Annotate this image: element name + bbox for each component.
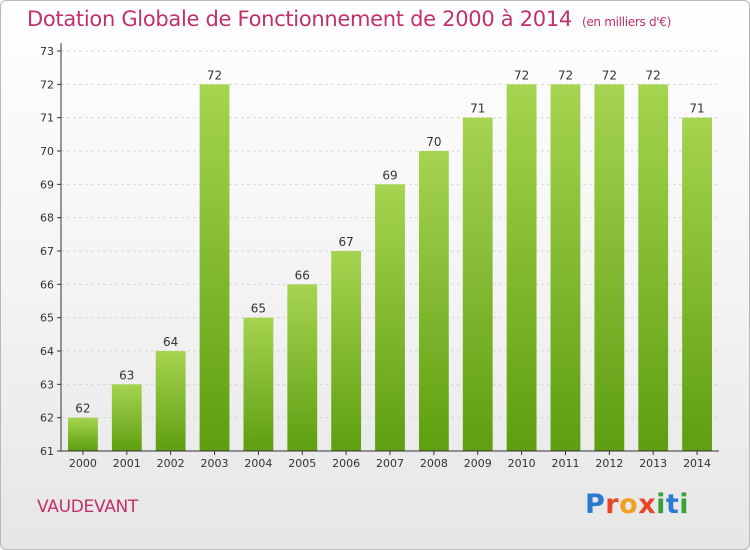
bar-2001 <box>111 384 142 451</box>
commune-name: VAUDEVANT <box>37 497 139 517</box>
bar-2012 <box>594 84 625 452</box>
y-tick-label: 64 <box>40 345 54 358</box>
bar-2010 <box>506 84 537 452</box>
logo-letter: i <box>656 489 666 520</box>
data-label: 72 <box>558 68 573 82</box>
data-label: 63 <box>119 368 134 382</box>
bars: 62 63 64 72 65 66 67 69 70 71 72 72 72 72 71 <box>68 68 712 452</box>
x-tick-label: 2009 <box>464 457 492 470</box>
bar-2000 <box>68 417 98 451</box>
y-tick-label: 70 <box>40 145 54 158</box>
data-label: 69 <box>382 168 397 182</box>
x-tick-label: 2011 <box>551 457 579 470</box>
logo-letter: r <box>605 489 620 520</box>
y-tick-label: 71 <box>40 112 54 125</box>
bar-2002 <box>155 351 186 451</box>
y-tick-label: 73 <box>40 45 54 58</box>
data-label: 72 <box>207 68 222 82</box>
data-label: 66 <box>295 268 310 282</box>
data-label: 72 <box>514 68 529 82</box>
x-tick-label: 2005 <box>288 457 316 470</box>
y-tick-label: 68 <box>40 212 54 225</box>
y-axis: 61 62 63 64 65 66 67 68 69 70 71 72 73 <box>40 43 62 458</box>
y-tick-label: 65 <box>40 312 54 325</box>
bar-2005 <box>287 284 318 451</box>
bar-2004 <box>243 317 274 451</box>
y-tick-label: 67 <box>40 245 54 258</box>
logo-letter: o <box>619 489 639 520</box>
x-tick-label: 2013 <box>639 457 667 470</box>
x-tick-label: 2000 <box>69 457 97 470</box>
logo-letter: x <box>638 489 657 520</box>
bar-2008 <box>418 151 449 451</box>
x-tick-label: 2014 <box>683 457 711 470</box>
y-tick-label: 61 <box>40 445 54 458</box>
x-tick-label: 2012 <box>595 457 623 470</box>
x-tick-label: 2001 <box>113 457 141 470</box>
bar-2006 <box>331 251 362 451</box>
logo-letter: i <box>679 489 690 520</box>
data-label: 62 <box>75 402 90 416</box>
data-label: 70 <box>426 135 441 149</box>
data-label: 71 <box>470 102 485 116</box>
data-label: 64 <box>163 335 178 349</box>
x-tick-label: 2006 <box>332 457 360 470</box>
data-label: 65 <box>251 302 266 316</box>
y-tick-label: 69 <box>40 178 54 191</box>
unit-label: (en milliers d'€) <box>581 15 671 29</box>
x-tick-label: 2008 <box>420 457 448 470</box>
y-tick-label: 62 <box>40 412 54 425</box>
x-tick-label: 2002 <box>157 457 185 470</box>
data-label: 72 <box>646 68 661 82</box>
x-tick-label: 2007 <box>376 457 404 470</box>
x-tick-label: 2003 <box>201 457 229 470</box>
y-tick-label: 63 <box>40 378 54 391</box>
x-axis: 2000 2001 2002 2003 2004 2005 2006 2007 2008 2009… <box>61 450 719 470</box>
x-tick-label: 2010 <box>508 457 536 470</box>
logo-letter: P <box>585 489 606 520</box>
bar-2009 <box>462 117 493 452</box>
x-tick-label: 2004 <box>244 457 272 470</box>
bar-2011 <box>550 84 581 452</box>
bar-2014 <box>682 117 712 452</box>
data-label: 72 <box>602 68 617 82</box>
bar-2007 <box>375 184 405 452</box>
y-tick-label: 72 <box>40 78 54 91</box>
bar-2013 <box>638 84 669 452</box>
chart-title: Dotation Globale de Fonctionnement de 20… <box>27 7 671 31</box>
proxiti-logo: Proxiti <box>585 489 689 520</box>
data-label: 67 <box>338 235 353 249</box>
data-label: 71 <box>689 102 704 116</box>
bar-2003 <box>199 84 230 452</box>
logo-letter: t <box>665 489 680 520</box>
y-tick-label: 66 <box>40 278 54 291</box>
